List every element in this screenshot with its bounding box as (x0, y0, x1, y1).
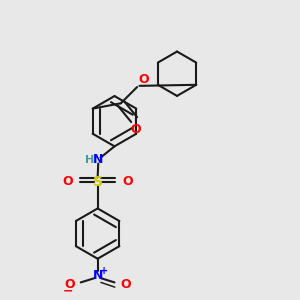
Text: H: H (85, 155, 94, 165)
Text: O: O (122, 175, 133, 188)
Text: O: O (138, 73, 149, 85)
Text: −: − (63, 284, 74, 297)
Text: S: S (93, 175, 103, 189)
Text: O: O (120, 278, 131, 291)
Text: N: N (92, 269, 103, 282)
Text: O: O (130, 123, 141, 136)
Text: +: + (100, 266, 108, 277)
Text: O: O (63, 175, 74, 188)
Text: N: N (93, 153, 104, 167)
Text: O: O (64, 278, 75, 291)
